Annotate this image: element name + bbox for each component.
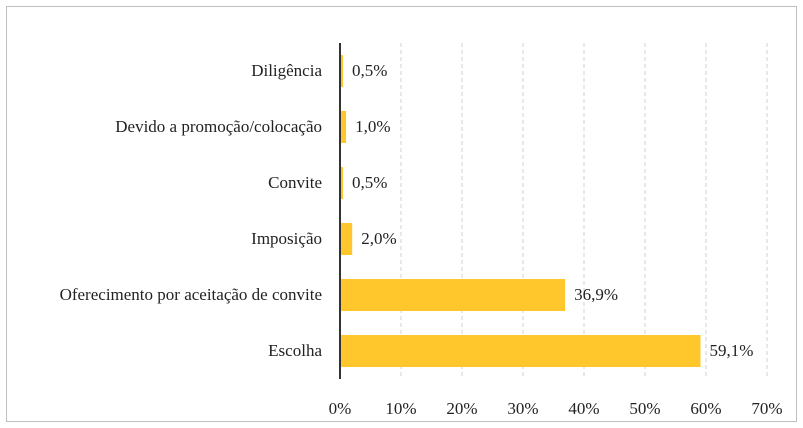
bar	[340, 111, 347, 143]
value-label: 0,5%	[352, 173, 387, 192]
bar	[340, 223, 353, 255]
y-tick-label: Devido a promoção/colocação	[115, 117, 322, 136]
value-label: 1,0%	[355, 117, 390, 136]
category-label-box: Oferecimento por aceitação de convite	[59, 285, 322, 304]
bar	[340, 55, 344, 87]
x-tick-label: 40%	[568, 399, 599, 418]
x-tick-label: 30%	[507, 399, 538, 418]
value-label: 36,9%	[574, 285, 618, 304]
x-tick-label: 50%	[629, 399, 660, 418]
y-tick-label: Escolha	[268, 341, 322, 360]
category-label-box: Diligência	[251, 61, 322, 80]
x-tick-label: 70%	[751, 399, 782, 418]
x-tick-label: 10%	[385, 399, 416, 418]
category-label-box: Convite	[268, 173, 322, 192]
bar	[340, 335, 701, 367]
value-label: 0,5%	[352, 61, 387, 80]
x-tick-label: 60%	[690, 399, 721, 418]
category-label-box: Devido a promoção/colocação	[115, 117, 322, 136]
category-label-box: Imposição	[251, 229, 322, 248]
x-tick-label: 0%	[329, 399, 352, 418]
category-label-box: Escolha	[268, 341, 322, 360]
y-tick-label: Imposição	[251, 229, 322, 248]
x-tick-label: 20%	[446, 399, 477, 418]
y-tick-label: Diligência	[251, 61, 322, 80]
y-tick-label: Convite	[268, 173, 322, 192]
bar	[340, 167, 344, 199]
bar	[340, 279, 566, 311]
value-label: 59,1%	[710, 341, 754, 360]
value-label: 2,0%	[361, 229, 396, 248]
y-tick-label: Oferecimento por aceitação de convite	[59, 285, 322, 304]
